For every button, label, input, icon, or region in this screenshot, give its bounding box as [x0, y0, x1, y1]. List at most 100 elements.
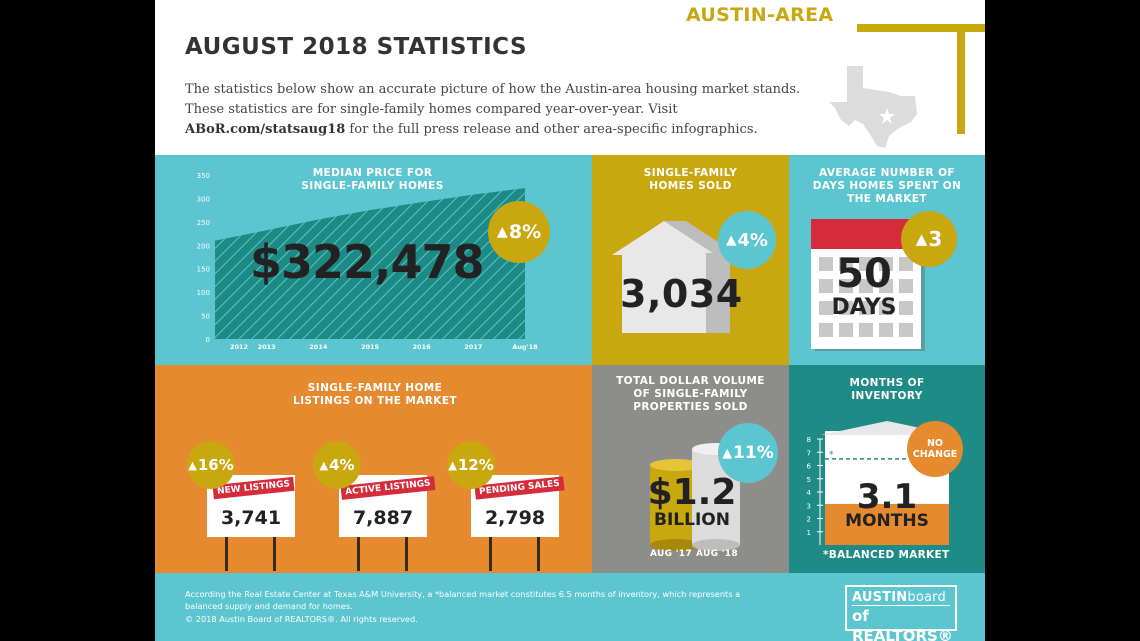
days-change-badge: ▲ 3 — [901, 211, 957, 267]
calendar-cell — [839, 323, 853, 337]
dollar-volume-title-line-3: PROPERTIES SOLD — [633, 401, 748, 413]
y-tick-label: 0 — [206, 336, 210, 344]
calendar-cell — [879, 257, 893, 271]
footer-note: According the Real Estate Center at Texa… — [185, 589, 741, 611]
active-listings-change-badge: ▲ 4% — [313, 441, 361, 489]
x-tick-label: 2012 — [230, 343, 248, 351]
homes-sold-panel: SINGLE-FAMILY HOMES SOLD 3,034 ▲ 4% — [592, 155, 789, 365]
calendar-cell — [819, 301, 833, 315]
arrow-up-icon: ▲ — [448, 458, 457, 472]
logo-board: board — [907, 590, 946, 605]
y-tick-label: 150 — [197, 266, 210, 274]
calendar-cell — [879, 279, 893, 293]
logo-line-2: of REALTORS® — [852, 605, 953, 641]
logo-austin: AUSTIN — [852, 590, 908, 605]
new-listings-change: 16% — [197, 456, 234, 474]
dollar-volume-change-badge: ▲ 11% — [718, 423, 778, 483]
calendar-cell — [899, 323, 913, 337]
dollar-volume-title-line-1: TOTAL DOLLAR VOLUME — [616, 375, 765, 387]
days-change: 3 — [928, 227, 943, 251]
dollar-volume-value: $1.2 — [647, 472, 737, 513]
inventory-change-badge: NO CHANGE — [907, 421, 963, 477]
days-value: 50 — [836, 251, 892, 297]
arrow-up-icon: ▲ — [496, 224, 508, 240]
y-tick-label: 300 — [197, 195, 210, 203]
brand-frame-horizontal — [857, 24, 985, 32]
homes-sold-title-line-2: HOMES SOLD — [649, 180, 732, 192]
inventory-level-fill — [825, 503, 949, 545]
median-price-panel: MEDIAN PRICE FOR SINGLE-FAMILY HOMES 0 50… — [155, 155, 592, 365]
homes-sold-value: 3,034 — [620, 272, 743, 316]
x-tick-label: 2016 — [413, 343, 432, 351]
balanced-market-marker-icon: * — [829, 450, 834, 460]
texas-map-icon — [829, 66, 917, 148]
dollar-volume-panel: TOTAL DOLLAR VOLUME OF SINGLE-FAMILY PRO… — [592, 365, 789, 573]
footer: According the Real Estate Center at Texa… — [155, 573, 985, 641]
new-listings-sign: NEW LISTINGS 3,741 ▲ 16% — [187, 441, 303, 571]
pending-sales-sign: PENDING SALES 2,798 ▲ 12% — [447, 441, 567, 571]
inventory-title-line-2: INVENTORY — [851, 390, 923, 402]
homes-sold-change: 4% — [737, 229, 768, 251]
label-aug-18: AUG '18 — [696, 549, 738, 559]
calendar-cell — [819, 257, 833, 271]
days-title-line-2: DAYS HOMES SPENT ON — [812, 180, 962, 192]
sign-post — [537, 537, 540, 571]
y-tick-label: 350 — [197, 172, 210, 180]
calendar-cell — [839, 279, 853, 293]
inventory-title-line-1: MONTHS OF — [849, 377, 925, 389]
calendar-cell — [879, 323, 893, 337]
median-price-title-line-1: MEDIAN PRICE FOR — [312, 167, 433, 179]
listings-panel: SINGLE-FAMILY HOME LISTINGS ON THE MARKE… — [155, 365, 592, 573]
listings-title-line-1: SINGLE-FAMILY HOME — [307, 382, 443, 394]
sign-post — [489, 537, 492, 571]
active-listings-sign: ACTIVE LISTINGS 7,887 ▲ 4% — [313, 441, 436, 571]
inventory-badge-line-1: NO — [926, 438, 944, 449]
calendar-cell — [859, 279, 873, 293]
price-area-series — [215, 188, 525, 339]
arrow-up-icon: ▲ — [726, 232, 737, 248]
days-title-line-1: AVERAGE NUMBER OF — [819, 167, 955, 179]
calendar-cell — [899, 257, 913, 271]
arrow-up-icon: ▲ — [188, 458, 197, 472]
calendar-cell — [859, 323, 873, 337]
y-tick-label: 200 — [197, 242, 210, 250]
inventory-tick-label: 1 — [807, 529, 811, 537]
abor-logo[interactable]: AUSTINboard of REALTORS® — [845, 585, 957, 641]
days-on-market-panel: AVERAGE NUMBER OF DAYS HOMES SPENT ON TH… — [789, 155, 985, 365]
active-listings-change: 4% — [329, 456, 355, 474]
calendar-cell — [839, 301, 853, 315]
inventory-badge-line-2: CHANGE — [912, 449, 958, 460]
arrow-up-icon: ▲ — [915, 230, 928, 248]
median-price-change-badge: ▲ 8% — [488, 201, 550, 263]
x-tick-label: 2015 — [361, 343, 380, 351]
sign-post — [357, 537, 360, 571]
region-label: AUSTIN-AREA — [686, 4, 834, 26]
inventory-tick-label: 5 — [807, 476, 811, 484]
pending-sales-change-badge: ▲ 12% — [447, 441, 495, 489]
footer-copyright: © 2018 Austin Board of REALTORS®. All ri… — [185, 614, 418, 624]
calendar-cell — [879, 301, 893, 315]
calendar-cell — [899, 279, 913, 293]
inventory-tick-label: 7 — [807, 449, 811, 457]
brand-frame-vertical — [957, 24, 965, 134]
arrow-up-icon: ▲ — [722, 445, 733, 461]
median-price-title-line-2: SINGLE-FAMILY HOMES — [301, 180, 444, 192]
dollar-volume-change: 11% — [733, 443, 774, 463]
inventory-tick-label: 2 — [807, 516, 811, 524]
listings-title-line-2: LISTINGS ON THE MARKET — [293, 395, 457, 407]
logo-line-1: AUSTINboard — [852, 590, 950, 605]
new-listings-value: 3,741 — [220, 507, 282, 529]
intro-text: The statistics below show an accurate pi… — [185, 80, 835, 140]
calendar-cell — [819, 323, 833, 337]
median-price-change: 8% — [508, 221, 542, 243]
median-price-title: MEDIAN PRICE FOR SINGLE-FAMILY HOMES — [285, 167, 460, 193]
arrow-up-icon: ▲ — [319, 458, 329, 472]
inventory-gauge: 1 2 3 4 5 6 7 8 * — [807, 421, 953, 545]
inventory-tick-label: 6 — [807, 463, 812, 471]
x-tick-label: 2013 — [258, 343, 276, 351]
intro-link[interactable]: ABoR.com/statsaug18 — [185, 122, 346, 137]
inventory-title: MONTHS OF INVENTORY — [829, 377, 945, 403]
pending-sales-change: 12% — [457, 456, 494, 474]
x-tick-label: Aug'18 — [512, 343, 538, 351]
dollar-volume-unit: BILLION — [654, 510, 730, 530]
